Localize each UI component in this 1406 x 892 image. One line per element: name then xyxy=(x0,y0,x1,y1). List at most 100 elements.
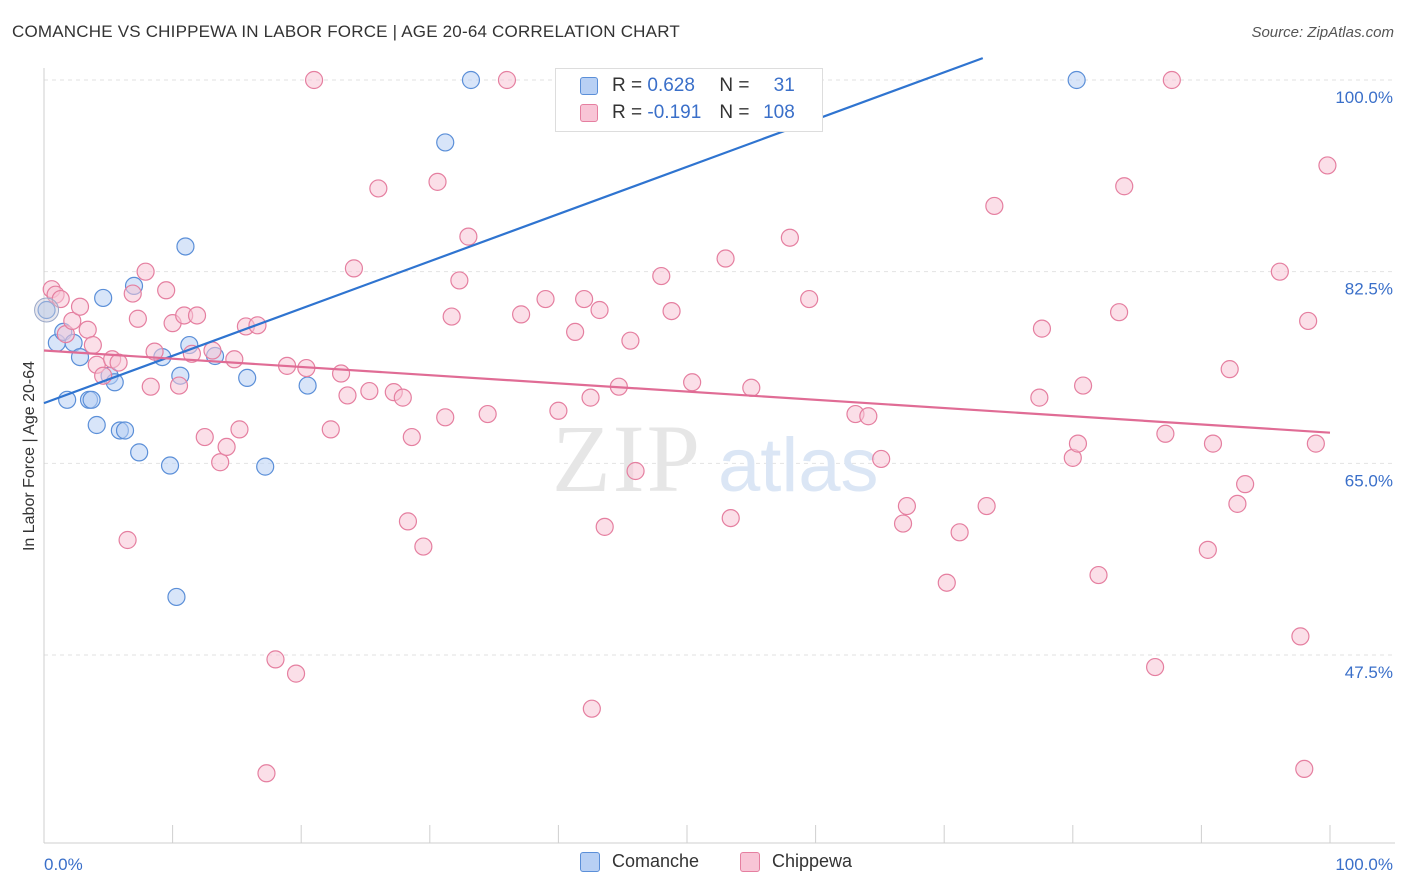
chippewa-point xyxy=(1306,434,1325,453)
chippewa-point xyxy=(141,377,160,396)
chippewa-point xyxy=(1109,303,1129,322)
chippewa-point xyxy=(800,289,819,309)
chippewa-point xyxy=(360,381,379,401)
chippewa-point xyxy=(950,523,969,542)
chippewa-point xyxy=(1073,376,1093,395)
legend-item-comanche[interactable]: Comanche xyxy=(580,851,699,872)
comanche-point xyxy=(130,443,149,462)
chippewa-point xyxy=(1220,360,1239,379)
chippewa-point xyxy=(1270,262,1289,281)
chippewa-point xyxy=(549,401,568,420)
watermark-atlas: atlas xyxy=(718,423,879,508)
r-value: -0.191 xyxy=(647,102,702,123)
chippewa-point xyxy=(195,427,214,447)
chippewa-point xyxy=(78,320,97,339)
chippewa-point xyxy=(266,650,285,669)
chippewa-point xyxy=(369,179,388,198)
chippewa-swatch xyxy=(580,104,598,122)
chippewa-point xyxy=(402,427,421,447)
chippewa-point xyxy=(63,311,82,331)
comanche-point xyxy=(176,237,195,256)
watermark: ZIP atlas xyxy=(552,405,879,512)
n-label: N = xyxy=(719,75,750,96)
chippewa-point xyxy=(450,271,469,290)
chippewa-point xyxy=(859,407,878,426)
chippewa-point xyxy=(211,453,230,472)
chippewa-point xyxy=(1295,759,1314,779)
chippewa-point xyxy=(118,530,137,550)
chippewa-point xyxy=(1156,424,1175,443)
r-value: 0.628 xyxy=(647,75,695,96)
chippewa-point xyxy=(716,249,735,268)
chippewa-point xyxy=(1318,156,1337,175)
comanche-point xyxy=(160,456,180,475)
chippewa-point xyxy=(977,496,996,516)
comanche-point xyxy=(167,587,186,607)
chippewa-point xyxy=(626,461,645,481)
chippewa-point xyxy=(497,70,517,90)
chippewa-point xyxy=(893,514,913,533)
n-value: 108 xyxy=(763,102,795,123)
comanche-point xyxy=(238,368,257,388)
chippewa-point xyxy=(1068,434,1088,453)
chippewa-point xyxy=(414,537,433,556)
legend-item-chippewa[interactable]: Chippewa xyxy=(740,851,852,872)
chippewa-point xyxy=(780,228,799,247)
legend-row-comanche: R = 0.628 N = 31 xyxy=(580,73,795,99)
chippewa-point xyxy=(83,335,102,355)
chippewa-point xyxy=(582,699,601,718)
chippewa-point xyxy=(136,262,155,281)
comanche-point xyxy=(461,70,481,90)
chippewa-point xyxy=(436,408,455,427)
grid-lines xyxy=(44,79,1395,656)
y-tick-label: 82.5% xyxy=(1345,280,1393,299)
axes xyxy=(43,68,1395,844)
chippewa-point xyxy=(331,364,351,383)
y-axis-label: In Labor Force | Age 20-64 xyxy=(21,361,38,551)
chippewa-point xyxy=(1162,70,1181,90)
chippewa-point xyxy=(652,266,671,286)
x-tick-label: 0.0% xyxy=(44,855,83,874)
chippewa-point xyxy=(742,378,761,397)
chippewa-point xyxy=(1236,475,1255,494)
chippewa-point xyxy=(217,437,236,457)
chippewa-point xyxy=(304,70,324,90)
comanche-point xyxy=(436,133,455,152)
chippewa-point xyxy=(393,388,412,407)
chippewa-point xyxy=(1228,494,1247,513)
stats-legend: R = 0.628 N = 31 R = -0.191 N = 108 xyxy=(555,68,823,132)
comanche-legend-swatch xyxy=(580,851,600,872)
chippewa-point xyxy=(257,764,276,783)
chippewa-point xyxy=(1030,388,1049,407)
n-value: 31 xyxy=(773,75,795,96)
comanche-point xyxy=(1067,70,1086,90)
chippewa-point xyxy=(1089,565,1108,585)
comanche-point xyxy=(82,390,101,409)
chippewa-point xyxy=(286,664,306,683)
chippewa-point xyxy=(1198,540,1217,559)
chippewa-point xyxy=(683,373,702,392)
chippewa-point xyxy=(595,517,614,536)
x-tick-label: 100.0% xyxy=(1335,855,1393,874)
chippewa-point xyxy=(459,227,478,246)
chippewa-point xyxy=(1032,319,1052,338)
chippewa-point xyxy=(442,307,461,326)
y-tick-label: 65.0% xyxy=(1345,471,1393,490)
chippewa-point xyxy=(721,508,740,528)
chippewa-point xyxy=(985,196,1004,216)
chippewa-point xyxy=(1299,311,1318,331)
chippewa-point xyxy=(575,289,594,309)
chippewa-point xyxy=(621,331,640,350)
source-label: Source: ZipAtlas.com xyxy=(1251,24,1394,41)
chippewa-point xyxy=(897,496,917,516)
y-tick-label: 47.5% xyxy=(1345,663,1393,682)
legend-row-chippewa: R = -0.191 N = 108 xyxy=(580,100,795,126)
chippewa-point xyxy=(70,297,90,316)
comanche-point xyxy=(298,376,317,395)
chippewa-point xyxy=(109,353,128,372)
legend-label-chippewa: Chippewa xyxy=(772,851,853,871)
chippewa-point xyxy=(536,289,555,309)
chippewa-point xyxy=(225,350,244,369)
comanche-swatch xyxy=(580,77,598,95)
